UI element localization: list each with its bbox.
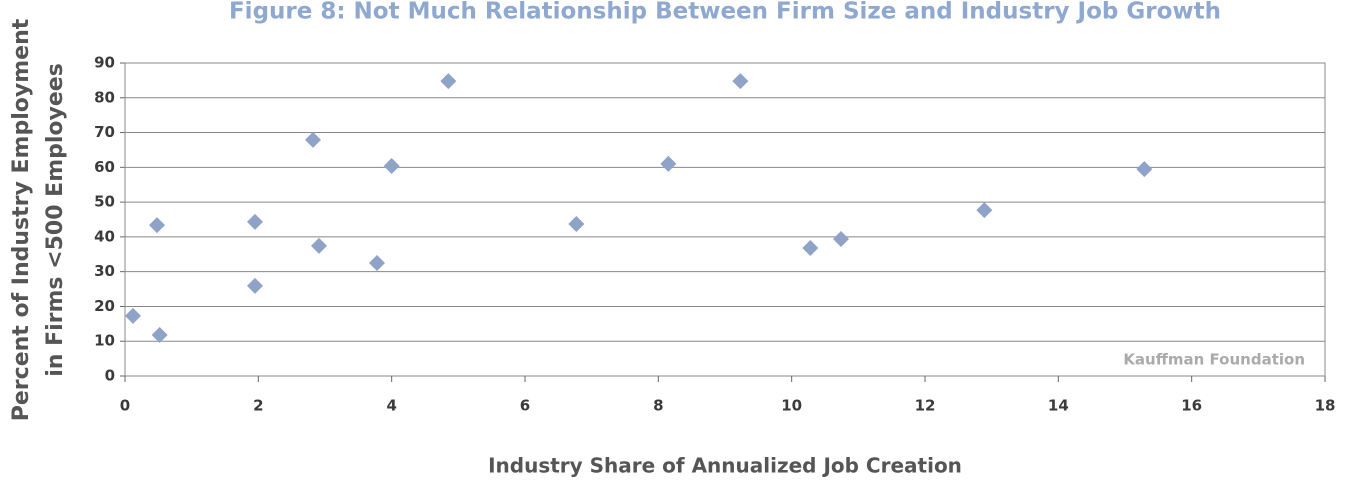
point <box>383 157 400 174</box>
point <box>305 131 321 148</box>
point <box>369 254 385 271</box>
y-tick-label: 50 <box>94 193 115 211</box>
point <box>833 230 849 247</box>
x-tick-label: 0 <box>120 397 130 415</box>
point <box>440 73 457 90</box>
x-tick-label: 8 <box>653 397 663 415</box>
point <box>732 73 749 90</box>
x-tick-label: 4 <box>386 397 396 415</box>
x-axis-label: Industry Share of Annualized Job Creatio… <box>488 454 962 478</box>
y-tick-label: 80 <box>94 88 115 106</box>
y-tick-label: 70 <box>94 123 115 141</box>
point <box>976 202 993 219</box>
point <box>247 277 263 294</box>
y-axis-label: Percent of Industry Employment <box>9 18 34 421</box>
y-tick-label: 30 <box>94 262 115 280</box>
x-tick-label: 16 <box>1181 397 1202 415</box>
point <box>311 237 327 254</box>
y-tick-label: 0 <box>105 367 115 385</box>
chart-title: Figure 8: Not Much Relationship Between … <box>229 0 1221 25</box>
point <box>568 216 585 233</box>
annotation: Kauffman Foundation <box>1123 351 1305 369</box>
y-tick-label: 60 <box>94 158 115 176</box>
plot-border <box>124 62 1326 377</box>
x-tick-label: 10 <box>781 397 802 415</box>
point <box>149 217 165 234</box>
point <box>802 240 819 257</box>
x-tick-label: 14 <box>1048 397 1069 415</box>
y-tick-label: 40 <box>94 227 115 245</box>
point <box>1136 161 1153 178</box>
y-axis-label: in Firms <500 Employees <box>43 63 68 377</box>
x-tick-label: 2 <box>253 397 263 415</box>
x-tick-label: 12 <box>915 397 936 415</box>
point <box>247 213 263 230</box>
x-tick-label: 18 <box>1315 397 1336 415</box>
point <box>151 326 168 343</box>
point <box>660 155 677 172</box>
x-tick-label: 6 <box>520 397 530 415</box>
y-tick-label: 20 <box>94 297 115 315</box>
y-tick-label: 90 <box>94 54 115 72</box>
point <box>125 307 141 324</box>
y-tick-label: 10 <box>94 332 115 350</box>
